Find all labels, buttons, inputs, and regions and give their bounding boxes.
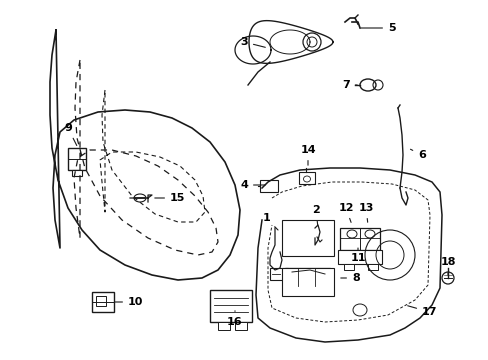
FancyBboxPatch shape (285, 268, 329, 286)
Text: 6: 6 (409, 149, 425, 160)
FancyBboxPatch shape (367, 264, 377, 270)
Text: 3: 3 (240, 37, 265, 47)
FancyBboxPatch shape (337, 250, 381, 264)
Text: 4: 4 (240, 180, 264, 190)
FancyBboxPatch shape (92, 292, 114, 312)
Text: 13: 13 (358, 203, 373, 222)
Text: 11: 11 (349, 248, 365, 263)
Text: 9: 9 (64, 123, 77, 145)
FancyBboxPatch shape (260, 180, 278, 192)
FancyBboxPatch shape (68, 148, 86, 170)
FancyBboxPatch shape (269, 268, 287, 280)
FancyBboxPatch shape (209, 290, 251, 322)
Text: 16: 16 (227, 311, 243, 327)
Text: 8: 8 (340, 273, 359, 283)
FancyBboxPatch shape (72, 170, 82, 176)
FancyBboxPatch shape (343, 264, 353, 270)
Text: 17: 17 (407, 306, 437, 317)
Text: 12: 12 (338, 203, 353, 222)
Text: 10: 10 (115, 297, 143, 307)
FancyBboxPatch shape (339, 228, 379, 250)
Text: 1: 1 (262, 213, 278, 230)
FancyBboxPatch shape (235, 322, 246, 330)
Text: 2: 2 (311, 205, 319, 225)
FancyBboxPatch shape (282, 268, 333, 296)
Text: 14: 14 (300, 145, 315, 165)
Text: 5: 5 (360, 23, 395, 33)
Text: 15: 15 (155, 193, 185, 203)
FancyBboxPatch shape (96, 296, 106, 306)
FancyBboxPatch shape (282, 220, 333, 256)
Text: 7: 7 (341, 80, 357, 90)
FancyBboxPatch shape (218, 322, 229, 330)
FancyBboxPatch shape (298, 172, 314, 184)
Text: 18: 18 (439, 257, 455, 275)
